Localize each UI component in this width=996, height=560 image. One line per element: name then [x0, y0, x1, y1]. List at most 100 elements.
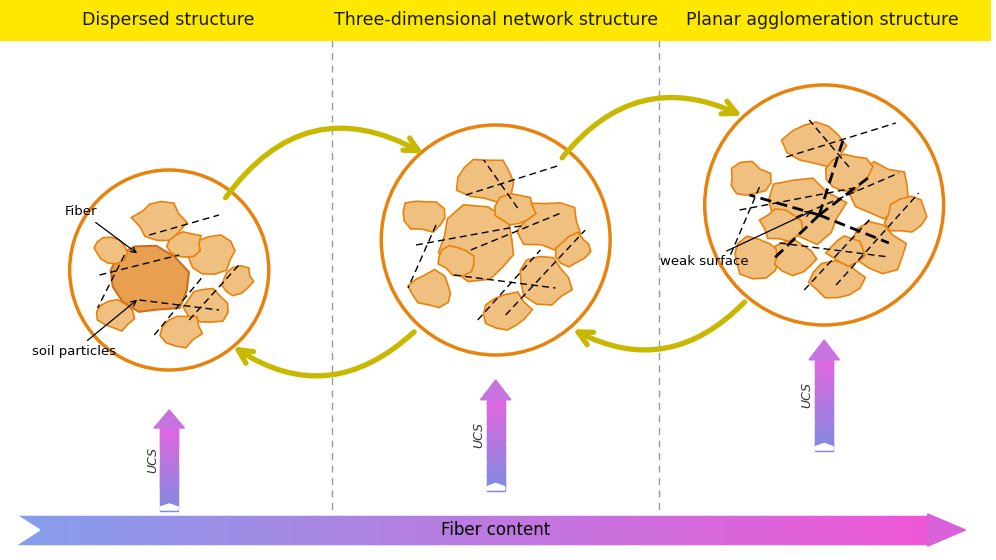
Bar: [415, 516, 419, 544]
Bar: [142, 516, 146, 544]
Bar: [160, 503, 178, 505]
Bar: [36, 516, 40, 544]
Polygon shape: [222, 266, 254, 296]
Bar: [160, 465, 178, 466]
Polygon shape: [160, 316, 202, 348]
Bar: [691, 516, 695, 544]
Bar: [67, 516, 71, 544]
Bar: [160, 493, 178, 494]
Bar: [815, 395, 833, 396]
Bar: [160, 444, 178, 445]
Bar: [815, 422, 833, 423]
Bar: [555, 516, 559, 544]
Bar: [160, 500, 178, 501]
Bar: [397, 516, 401, 544]
Text: Planar agglomeration structure: Planar agglomeration structure: [686, 11, 958, 29]
Bar: [160, 506, 178, 507]
Bar: [160, 436, 178, 438]
Bar: [485, 516, 489, 544]
Bar: [667, 516, 671, 544]
Bar: [515, 516, 519, 544]
Bar: [160, 447, 178, 449]
Bar: [815, 432, 833, 433]
Bar: [352, 516, 356, 544]
Bar: [487, 401, 505, 403]
Bar: [815, 434, 833, 436]
Bar: [855, 516, 859, 544]
Bar: [439, 516, 443, 544]
Bar: [819, 516, 823, 544]
Bar: [160, 474, 178, 475]
Bar: [160, 484, 178, 486]
Bar: [473, 516, 477, 544]
Bar: [331, 516, 335, 544]
Bar: [487, 484, 505, 486]
Bar: [624, 516, 628, 544]
Bar: [160, 486, 178, 487]
Bar: [169, 516, 173, 544]
Bar: [627, 516, 631, 544]
Bar: [487, 430, 505, 432]
Polygon shape: [848, 161, 908, 219]
Bar: [487, 418, 505, 419]
Bar: [591, 516, 595, 544]
Bar: [160, 456, 178, 457]
Bar: [815, 421, 833, 422]
Bar: [160, 435, 178, 437]
Bar: [924, 516, 928, 544]
Bar: [487, 402, 505, 404]
Bar: [487, 462, 505, 464]
Bar: [436, 516, 440, 544]
Bar: [582, 516, 586, 544]
Bar: [464, 516, 468, 544]
Bar: [815, 384, 833, 385]
Bar: [0, 0, 991, 40]
Bar: [676, 516, 680, 544]
Bar: [487, 442, 505, 444]
Bar: [73, 516, 77, 544]
Bar: [427, 516, 431, 544]
Bar: [815, 379, 833, 381]
Polygon shape: [438, 245, 474, 276]
Bar: [815, 382, 833, 384]
Bar: [670, 516, 674, 544]
Bar: [82, 516, 86, 544]
Bar: [487, 455, 505, 456]
Bar: [487, 407, 505, 408]
Bar: [815, 449, 833, 450]
Bar: [160, 502, 178, 503]
Bar: [712, 516, 716, 544]
Bar: [39, 516, 43, 544]
Bar: [160, 487, 178, 489]
Bar: [160, 478, 178, 480]
Bar: [779, 516, 783, 544]
Bar: [709, 516, 713, 544]
Bar: [430, 516, 434, 544]
Bar: [815, 397, 833, 399]
Polygon shape: [438, 205, 514, 282]
Bar: [622, 516, 625, 544]
Bar: [815, 393, 833, 394]
Bar: [306, 516, 310, 544]
Bar: [487, 405, 505, 407]
Bar: [815, 417, 833, 419]
Bar: [160, 430, 178, 432]
Bar: [160, 482, 178, 484]
Bar: [791, 516, 795, 544]
Bar: [487, 417, 505, 418]
Bar: [160, 469, 178, 470]
Bar: [487, 488, 505, 489]
Bar: [567, 516, 571, 544]
Bar: [273, 516, 277, 544]
Bar: [157, 516, 161, 544]
Bar: [785, 516, 789, 544]
Bar: [487, 421, 505, 423]
Bar: [76, 516, 80, 544]
Bar: [230, 516, 234, 544]
Bar: [491, 516, 495, 544]
Bar: [487, 477, 505, 478]
Bar: [813, 516, 817, 544]
Bar: [160, 489, 178, 491]
Bar: [509, 516, 513, 544]
Bar: [42, 516, 46, 544]
